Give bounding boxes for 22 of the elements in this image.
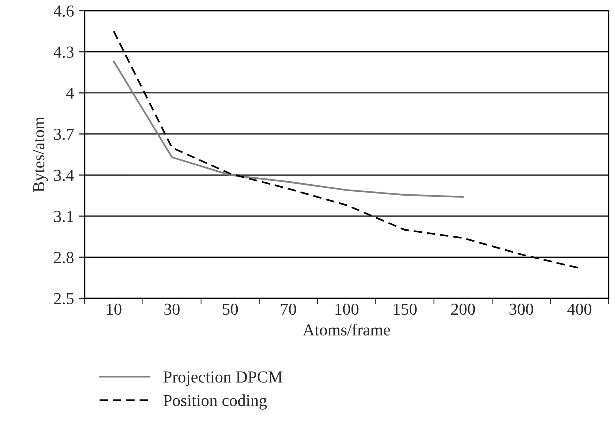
x-tick-label: 70 (281, 304, 296, 316)
y-tick-label: 3.7 (54, 128, 74, 140)
y-tick-label: 2.5 (54, 293, 74, 305)
y-tick-label: 2.8 (54, 252, 74, 264)
y-tick-label: 4.6 (54, 6, 74, 17)
y-tick-label: 3.1 (54, 211, 74, 222)
x-tick-label: 150 (394, 304, 417, 316)
x-tick-label: 100 (336, 304, 359, 316)
x-tick-label: 30 (164, 304, 180, 316)
line-series (113, 60, 464, 198)
x-tick-label: 10 (107, 304, 122, 316)
y-tick-label: 4.3 (54, 46, 74, 58)
y-tick-label: 4 (66, 88, 74, 99)
x-tick-label: 50 (223, 304, 238, 316)
legend-label: Projection DPCM (164, 372, 283, 386)
x-tick-label: 200 (452, 304, 476, 316)
legend-label: Position coding (164, 394, 268, 410)
y-axis-title: Bytes/atom (33, 117, 48, 192)
x-tick-label: 400 (568, 304, 592, 316)
y-tick-label: 3.4 (54, 170, 74, 182)
x-tick-label: 300 (510, 304, 534, 316)
x-axis-title: Atoms/frame (303, 324, 390, 336)
